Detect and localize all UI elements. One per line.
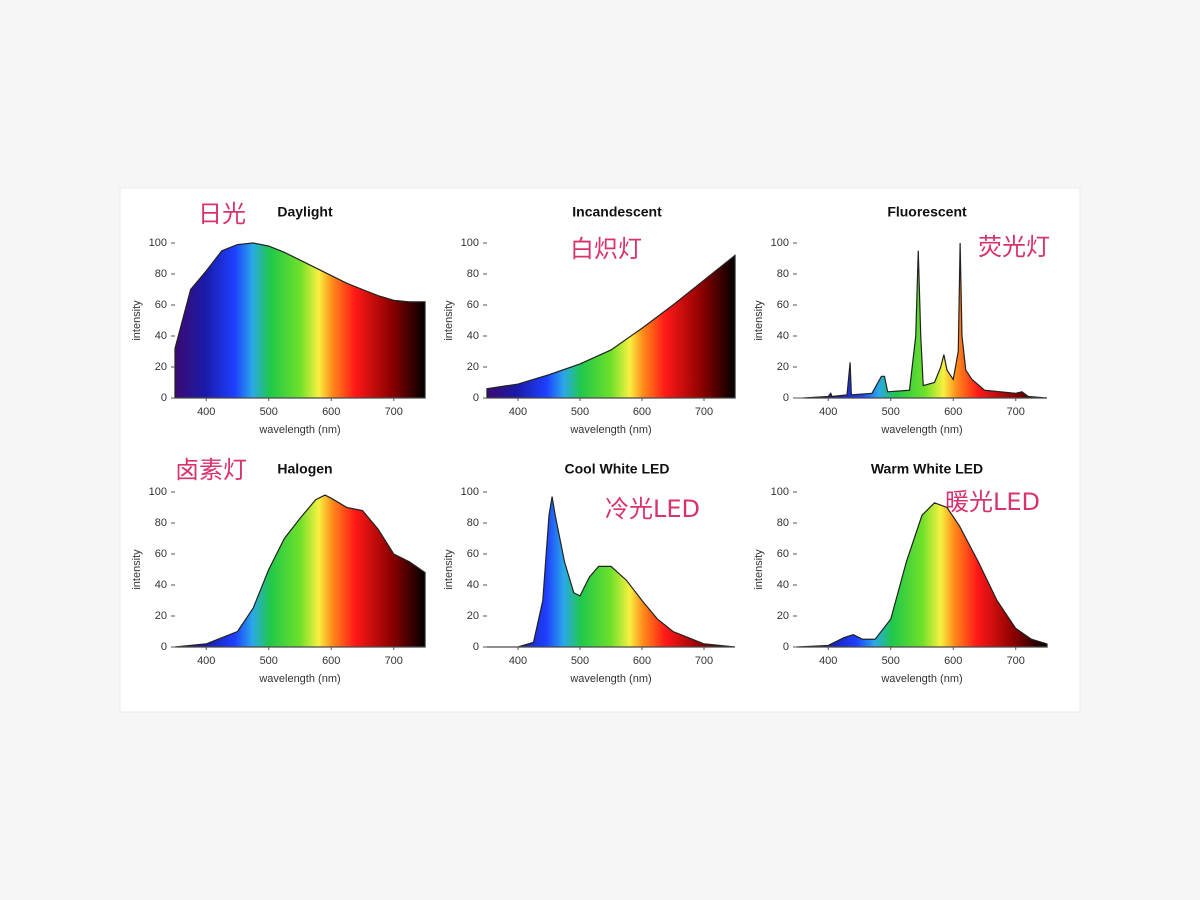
x-tick-label: 400 <box>819 406 837 418</box>
x-tick-label: 400 <box>509 406 527 418</box>
x-tick-label: 700 <box>695 655 713 667</box>
y-tick-label: 80 <box>777 517 789 529</box>
y-tick-label: 60 <box>155 548 167 560</box>
y-tick-label: 60 <box>467 299 479 311</box>
y-tick-label: 80 <box>155 268 167 280</box>
y-tick-label: 100 <box>461 486 479 498</box>
y-axis-label: intensity <box>443 300 455 341</box>
y-tick-label: 20 <box>155 610 167 622</box>
y-tick-label: 100 <box>461 237 479 249</box>
y-tick-label: 80 <box>155 517 167 529</box>
y-axis-label: intensity <box>753 549 765 590</box>
spectrum-area <box>487 496 736 648</box>
x-tick-label: 500 <box>571 655 589 667</box>
y-tick-label: 0 <box>473 392 479 404</box>
x-tick-label: 600 <box>944 406 962 418</box>
x-tick-label: 700 <box>1007 655 1025 667</box>
y-tick-label: 100 <box>771 237 789 249</box>
y-tick-label: 60 <box>155 299 167 311</box>
y-tick-label: 60 <box>467 548 479 560</box>
y-tick-label: 40 <box>155 330 167 342</box>
y-tick-label: 100 <box>149 486 167 498</box>
chart-title: Halogen <box>277 461 332 477</box>
annotation: 暖光LED <box>945 488 1040 516</box>
spectrum-area <box>796 502 1048 648</box>
annotation: 冷光LED <box>605 495 700 523</box>
y-tick-label: 40 <box>467 579 479 591</box>
x-axis-label: wavelength (nm) <box>569 424 651 436</box>
y-axis-label: intensity <box>753 300 765 341</box>
x-tick-label: 600 <box>944 655 962 667</box>
spectrum-area <box>174 242 426 399</box>
y-tick-label: 40 <box>777 330 789 342</box>
y-tick-label: 60 <box>777 299 789 311</box>
y-tick-label: 40 <box>777 579 789 591</box>
y-tick-label: 80 <box>467 268 479 280</box>
spectrum-area <box>803 242 1048 399</box>
x-tick-label: 500 <box>571 406 589 418</box>
x-tick-label: 700 <box>385 655 403 667</box>
x-tick-label: 700 <box>695 406 713 418</box>
chart-title: Daylight <box>277 204 333 220</box>
y-axis-label: intensity <box>443 549 455 590</box>
chart-title: Incandescent <box>572 204 662 220</box>
y-tick-label: 0 <box>783 392 789 404</box>
x-axis-label: wavelength (nm) <box>569 673 651 685</box>
x-tick-label: 500 <box>260 406 278 418</box>
y-axis-label: intensity <box>131 300 143 341</box>
x-tick-label: 700 <box>1007 406 1025 418</box>
y-tick-label: 0 <box>783 641 789 653</box>
annotation: 荧光灯 <box>978 233 1050 261</box>
x-axis-label: wavelength (nm) <box>258 673 340 685</box>
y-tick-label: 20 <box>467 610 479 622</box>
x-axis-label: wavelength (nm) <box>258 424 340 436</box>
x-tick-label: 400 <box>509 655 527 667</box>
y-tick-label: 100 <box>771 486 789 498</box>
x-tick-label: 500 <box>260 655 278 667</box>
y-tick-label: 80 <box>777 268 789 280</box>
y-tick-label: 0 <box>473 641 479 653</box>
y-tick-label: 20 <box>155 361 167 373</box>
x-tick-label: 400 <box>819 655 837 667</box>
y-tick-label: 0 <box>161 641 167 653</box>
x-tick-label: 600 <box>633 655 651 667</box>
y-tick-label: 80 <box>467 517 479 529</box>
y-tick-label: 20 <box>777 610 789 622</box>
annotation: 白炽灯 <box>570 235 642 263</box>
x-tick-label: 400 <box>197 655 215 667</box>
y-tick-label: 20 <box>467 361 479 373</box>
y-tick-label: 40 <box>155 579 167 591</box>
y-tick-label: 60 <box>777 548 789 560</box>
chart-title: Cool White LED <box>565 461 670 477</box>
x-tick-label: 600 <box>322 406 340 418</box>
x-axis-label: wavelength (nm) <box>880 673 962 685</box>
annotation: 卤素灯 <box>175 456 247 484</box>
y-tick-label: 40 <box>467 330 479 342</box>
x-axis-label: wavelength (nm) <box>880 424 962 436</box>
y-tick-label: 0 <box>161 392 167 404</box>
x-tick-label: 600 <box>633 406 651 418</box>
chart-title: Warm White LED <box>871 461 983 477</box>
y-tick-label: 20 <box>777 361 789 373</box>
x-tick-label: 700 <box>385 406 403 418</box>
x-tick-label: 400 <box>197 406 215 418</box>
x-tick-label: 600 <box>322 655 340 667</box>
spectrum-area <box>174 494 426 648</box>
y-tick-label: 100 <box>149 237 167 249</box>
y-axis-label: intensity <box>131 549 143 590</box>
x-tick-label: 500 <box>882 406 900 418</box>
chart-title: Fluorescent <box>887 204 967 220</box>
annotation: 日光 <box>198 200 246 228</box>
x-tick-label: 500 <box>882 655 900 667</box>
